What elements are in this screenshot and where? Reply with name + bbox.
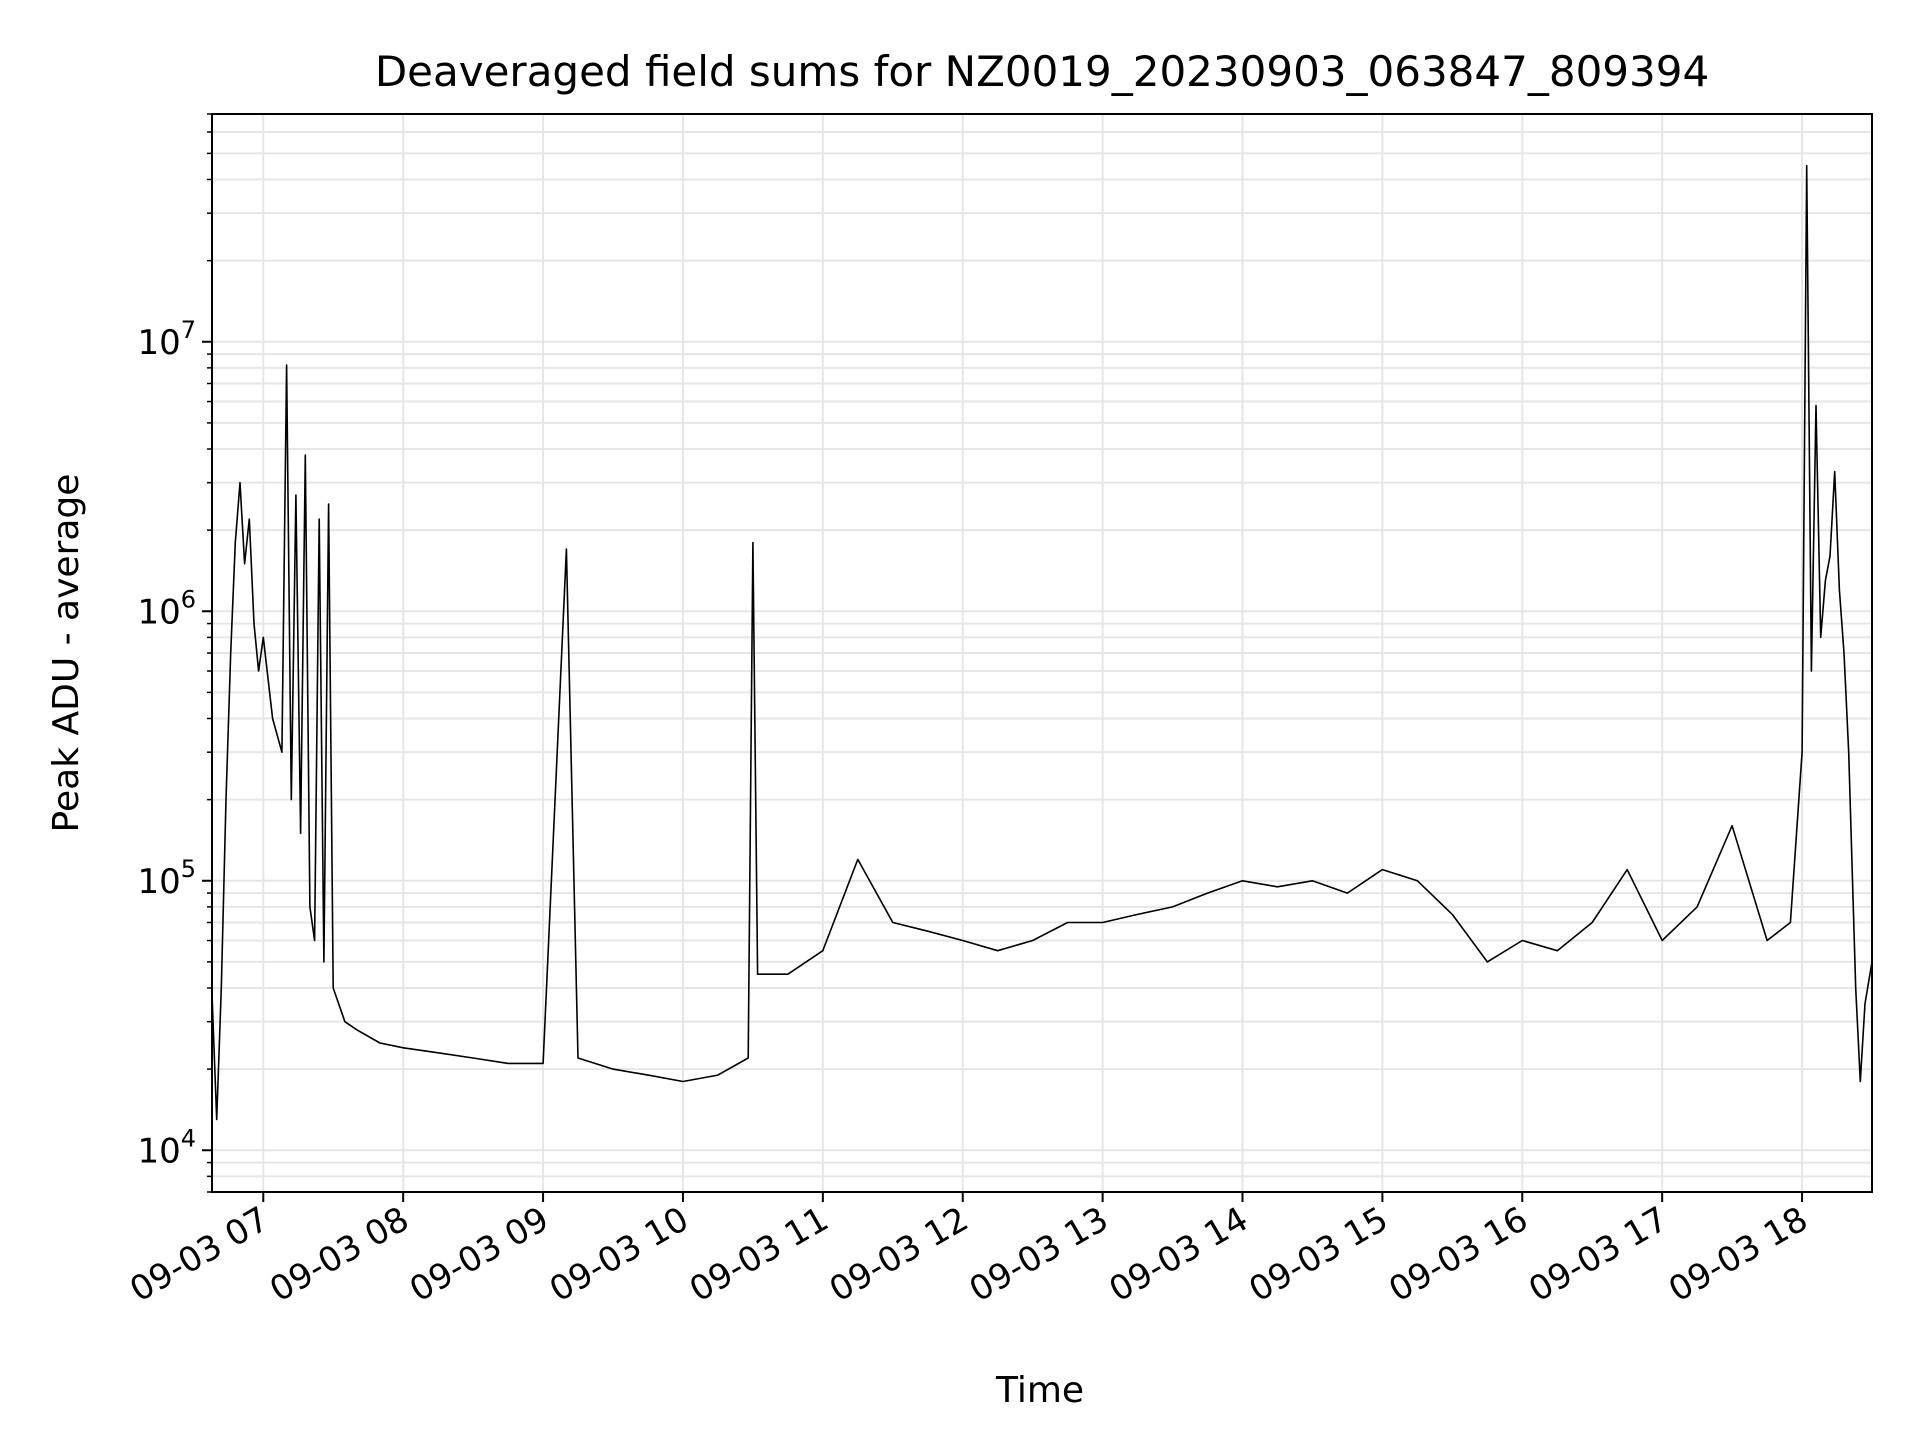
y-tick-label: 105 [137, 855, 196, 902]
y-axis-label: Peak ADU - average [46, 474, 87, 833]
y-tick-label: 106 [137, 585, 196, 632]
y-tick-label: 107 [137, 316, 196, 363]
y-axis: 104 105 106 107 [137, 113, 212, 1193]
x-axis-label: Time [995, 1370, 1084, 1411]
grid [212, 113, 1872, 1193]
series-line [211, 164, 1873, 1121]
y-tick-label: 104 [137, 1124, 196, 1171]
chart-title: Deaveraged field sums for NZ0019_2023090… [375, 47, 1709, 96]
series-layer [211, 164, 1873, 1121]
